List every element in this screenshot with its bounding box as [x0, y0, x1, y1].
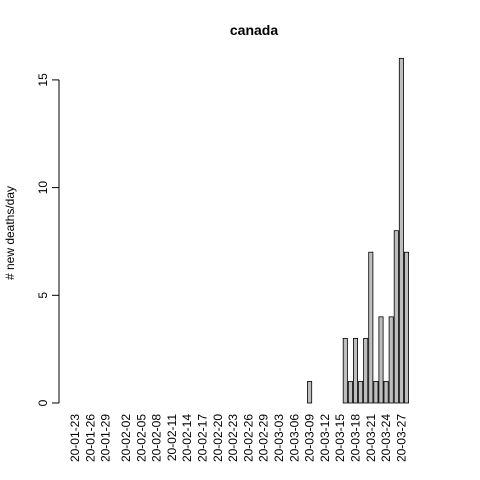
- x-axis-tick-label: 20-02-23: [226, 414, 240, 462]
- x-axis-tick-label: 20-01-29: [99, 414, 113, 462]
- x-axis-tick-labels: 20-01-23 20-01-26 20-01-29 20-02-02 20-02-05…: [68, 414, 408, 462]
- bars-group: [307, 57, 409, 404]
- x-axis-tick-label: 20-03-21: [364, 414, 378, 462]
- x-axis-tick-label: 20-01-23: [68, 414, 82, 462]
- y-axis-tick-label: 10: [36, 181, 50, 195]
- x-axis-tick-label: 20-03-03: [272, 414, 286, 462]
- y-axis: 0 5 10 15: [36, 73, 60, 406]
- bar-20-03-25: [388, 316, 394, 404]
- x-axis-tick-label: 20-02-17: [196, 414, 210, 462]
- bar-20-03-27: [398, 57, 404, 404]
- y-axis-tick-label: 0: [36, 399, 50, 406]
- y-axis-tick-label: 15: [36, 73, 50, 87]
- y-axis-tick-label: 5: [36, 292, 50, 299]
- x-axis-tick-label: 20-03-24: [379, 414, 393, 462]
- bar-20-03-23: [378, 316, 384, 404]
- bar-20-03-24: [383, 381, 389, 404]
- x-axis-tick-label: 20-02-11: [165, 414, 179, 461]
- x-axis-tick-label: 20-02-02: [119, 414, 133, 462]
- x-axis-tick-label: 20-02-05: [134, 414, 148, 462]
- bar-20-03-28: [403, 251, 409, 404]
- bar-20-03-20: [363, 337, 369, 404]
- chart-title: canada: [230, 22, 278, 38]
- y-axis-label: # new deaths/day: [3, 186, 17, 280]
- bar-20-03-18: [352, 337, 358, 404]
- x-axis-tick-label: 20-03-09: [303, 414, 317, 462]
- x-axis-tick-label: 20-02-08: [150, 414, 164, 462]
- x-axis-tick-label: 20-02-29: [257, 414, 271, 462]
- bar-20-03-22: [373, 381, 379, 404]
- bar-20-03-19: [358, 381, 364, 404]
- bar-20-03-16: [342, 337, 348, 404]
- x-axis-tick-label: 20-01-26: [83, 414, 97, 462]
- x-axis-tick-label: 20-03-12: [318, 414, 332, 462]
- x-axis-tick-label: 20-02-26: [241, 414, 255, 462]
- bar-20-03-21: [368, 251, 374, 404]
- bar-20-03-26: [393, 230, 399, 404]
- x-axis-tick-label: 20-03-15: [333, 414, 347, 462]
- x-axis-tick-label: 20-02-20: [211, 414, 225, 462]
- x-axis-tick-label: 20-02-14: [180, 414, 194, 462]
- x-axis-tick-label: 20-03-06: [287, 414, 301, 462]
- x-axis-tick-label: 20-03-18: [349, 414, 363, 462]
- bar-20-03-17: [347, 381, 353, 404]
- bar-20-03-09: [307, 381, 313, 404]
- x-axis-tick-label: 20-03-27: [394, 414, 408, 462]
